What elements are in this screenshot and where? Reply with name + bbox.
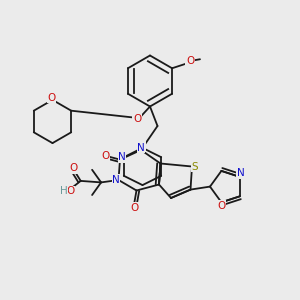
Text: O: O [186, 56, 194, 66]
Text: N: N [237, 168, 244, 178]
Text: H: H [60, 185, 68, 196]
Text: S: S [191, 161, 198, 172]
Text: O: O [130, 202, 138, 213]
Text: N: N [137, 142, 145, 153]
Text: N: N [138, 142, 146, 152]
Text: O: O [133, 114, 141, 124]
Text: O: O [217, 201, 226, 211]
Text: N: N [112, 175, 120, 185]
Text: O: O [47, 92, 56, 103]
Text: O: O [101, 151, 109, 161]
Text: O: O [67, 186, 75, 196]
Text: O: O [69, 163, 77, 173]
Text: N: N [118, 152, 126, 162]
